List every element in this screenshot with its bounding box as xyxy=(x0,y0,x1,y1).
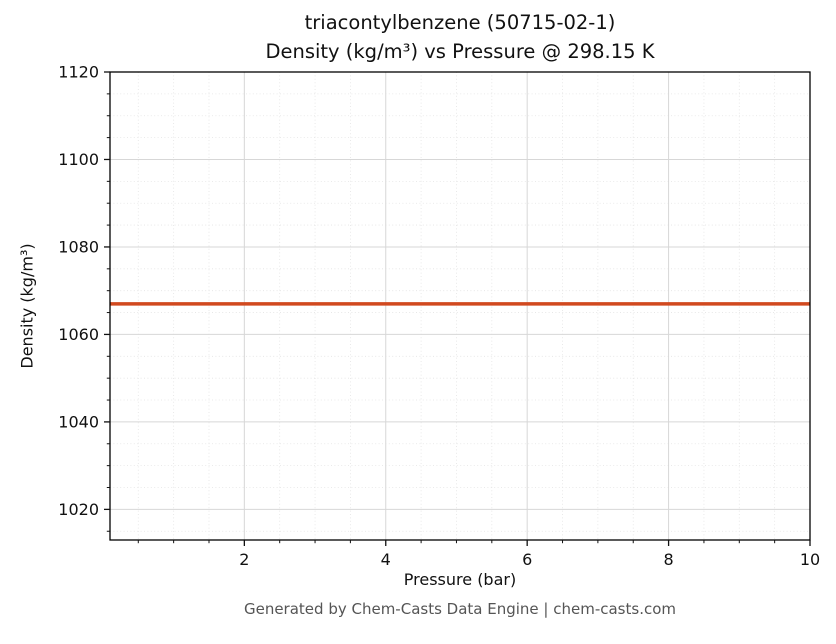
y-tick-label: 1020 xyxy=(58,500,99,519)
y-tick-label: 1120 xyxy=(58,63,99,82)
x-tick-label: 2 xyxy=(239,550,249,569)
chart-subtitle: Density (kg/m³) vs Pressure @ 298.15 K xyxy=(265,40,655,63)
plot-border xyxy=(109,71,811,541)
chart-title-block: triacontylbenzene (50715-02-1) Density (… xyxy=(110,8,810,66)
chart-title: triacontylbenzene (50715-02-1) xyxy=(304,11,616,34)
footer-credit: Generated by Chem-Casts Data Engine | ch… xyxy=(243,600,677,618)
y-axis-label: Density (kg/m³) xyxy=(17,243,37,369)
y-tick-label: 1080 xyxy=(58,237,99,256)
y-tick-label: 1100 xyxy=(58,150,99,169)
x-tick-label: 8 xyxy=(663,550,673,569)
y-tick-label: 1060 xyxy=(58,325,99,344)
x-tick-label: 10 xyxy=(800,550,820,569)
y-tick-label: 1040 xyxy=(58,412,99,431)
x-tick-label: 6 xyxy=(522,550,532,569)
x-tick-label: 4 xyxy=(381,550,391,569)
x-axis-label: Pressure (bar) xyxy=(403,570,517,589)
